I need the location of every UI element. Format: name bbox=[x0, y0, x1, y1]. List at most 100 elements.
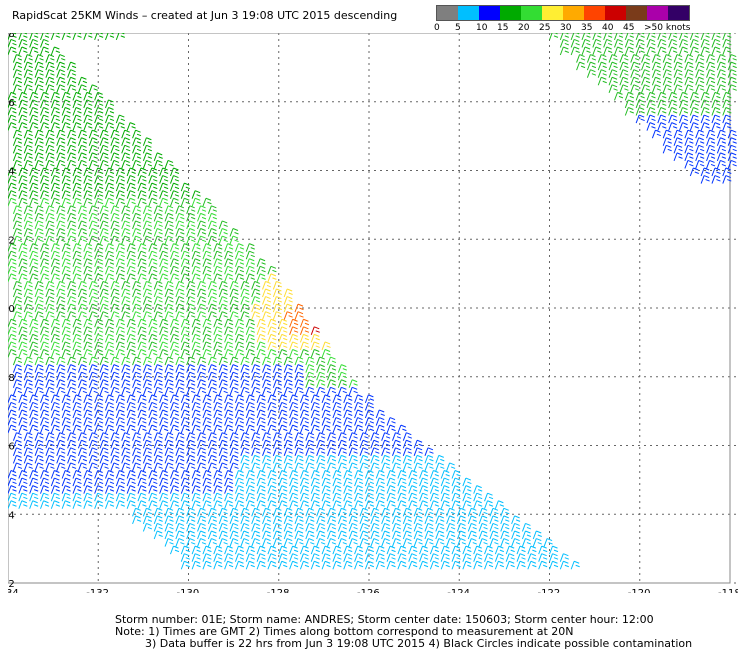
wind-barb bbox=[40, 409, 50, 419]
wind-barb bbox=[175, 432, 185, 441]
wind-barb bbox=[283, 371, 293, 381]
wind-barb-stroke bbox=[67, 371, 77, 381]
wind-barb-stroke bbox=[110, 371, 120, 381]
wind-barb-stroke bbox=[180, 553, 190, 562]
wind-barb bbox=[126, 318, 136, 328]
wind-barb-stroke bbox=[94, 341, 104, 351]
wind-barb-stroke bbox=[267, 492, 277, 502]
wind-barb-stroke bbox=[695, 69, 705, 78]
wind-barb bbox=[370, 538, 380, 547]
wind-barb bbox=[159, 394, 169, 404]
wind-barb-stroke bbox=[262, 530, 272, 540]
wind-barb-stroke bbox=[132, 454, 142, 464]
wind-barb bbox=[202, 560, 212, 570]
wind-barb bbox=[224, 333, 234, 343]
wind-barb bbox=[153, 447, 163, 456]
wind-barb-stroke bbox=[202, 545, 212, 555]
wind-barb bbox=[29, 333, 39, 343]
wind-barb bbox=[83, 394, 93, 404]
wind-barb-stroke bbox=[12, 371, 23, 381]
wind-barb-stroke bbox=[305, 379, 315, 388]
wind-barb-stroke bbox=[83, 33, 93, 41]
wind-barb-stroke bbox=[23, 54, 33, 63]
wind-barb-stroke bbox=[521, 522, 532, 532]
wind-barb-stroke bbox=[283, 530, 293, 540]
wind-barb bbox=[88, 144, 98, 154]
wind-barb bbox=[527, 553, 537, 562]
wind-barb-stroke bbox=[45, 235, 55, 245]
wind-barb-stroke bbox=[67, 288, 77, 298]
wind-barb bbox=[213, 258, 223, 267]
wind-barb-stroke bbox=[148, 326, 158, 335]
latitude-label: 16 bbox=[8, 442, 15, 453]
wind-barb bbox=[251, 432, 261, 441]
wind-barb bbox=[142, 371, 153, 381]
wind-barb bbox=[662, 137, 672, 146]
wind-barb-stroke bbox=[700, 175, 710, 184]
wind-barb-stroke bbox=[77, 212, 88, 222]
wind-barb-stroke bbox=[186, 311, 196, 320]
wind-barb-stroke bbox=[218, 507, 228, 517]
wind-barb-stroke bbox=[186, 379, 196, 388]
wind-barb-stroke bbox=[191, 553, 201, 562]
wind-barb-stroke bbox=[99, 296, 109, 305]
wind-barb-stroke bbox=[115, 258, 125, 267]
wind-barb-stroke bbox=[83, 424, 93, 434]
wind-barb-stroke bbox=[105, 273, 115, 283]
wind-barb bbox=[191, 417, 201, 426]
wind-barb-stroke bbox=[343, 553, 353, 562]
wind-barb bbox=[310, 333, 320, 343]
wind-barb-stroke bbox=[494, 500, 505, 509]
legend-swatch bbox=[479, 6, 500, 20]
wind-barb bbox=[23, 288, 33, 298]
wind-barb bbox=[451, 485, 461, 494]
wind-barb bbox=[359, 522, 369, 532]
wind-barb-stroke bbox=[159, 318, 169, 328]
wind-barb-stroke bbox=[169, 349, 180, 358]
wind-barb-stroke bbox=[121, 235, 131, 245]
wind-barb bbox=[12, 228, 23, 237]
wind-barb bbox=[316, 379, 326, 388]
wind-barb-stroke bbox=[34, 54, 44, 63]
wind-barb bbox=[61, 424, 71, 434]
wind-barb-stroke bbox=[18, 190, 28, 199]
wind-barb bbox=[381, 538, 391, 547]
wind-barb-stroke bbox=[137, 175, 147, 184]
wind-barb bbox=[310, 553, 320, 562]
wind-barb bbox=[12, 439, 23, 449]
wind-barb bbox=[424, 462, 434, 472]
wind-barb-stroke bbox=[40, 33, 50, 41]
wind-barb bbox=[191, 394, 201, 404]
wind-barb-stroke bbox=[50, 265, 60, 275]
wind-barb bbox=[12, 386, 23, 396]
longitude-label: -118 bbox=[718, 588, 738, 593]
wind-barb-stroke bbox=[186, 228, 196, 237]
wind-barb bbox=[332, 485, 342, 494]
wind-barb-stroke bbox=[213, 477, 223, 487]
wind-barb bbox=[467, 522, 477, 532]
wind-barb bbox=[23, 228, 33, 237]
wind-barb-stroke bbox=[408, 545, 418, 555]
wind-barb-stroke bbox=[354, 500, 364, 509]
wind-barb-stroke bbox=[169, 197, 180, 207]
wind-barb-stroke bbox=[61, 485, 71, 494]
wind-barb bbox=[67, 371, 77, 381]
wind-barb bbox=[234, 273, 245, 283]
wind-barb-stroke bbox=[402, 538, 412, 547]
wind-barb bbox=[110, 220, 120, 230]
wind-barb bbox=[121, 386, 131, 396]
wind-barb bbox=[662, 69, 672, 78]
wind-barb bbox=[727, 159, 737, 169]
wind-barb-stroke bbox=[337, 538, 347, 547]
wind-barb bbox=[657, 46, 667, 56]
wind-barb-stroke bbox=[581, 38, 591, 48]
wind-barb-stroke bbox=[105, 409, 115, 419]
wind-barb bbox=[191, 470, 201, 479]
wind-barb-stroke bbox=[88, 205, 98, 214]
wind-barb bbox=[202, 492, 212, 502]
wind-barb bbox=[8, 33, 17, 41]
wind-barb-stroke bbox=[262, 364, 272, 373]
wind-barb-stroke bbox=[397, 545, 407, 555]
wind-barb bbox=[299, 485, 310, 494]
wind-barb bbox=[105, 333, 115, 343]
